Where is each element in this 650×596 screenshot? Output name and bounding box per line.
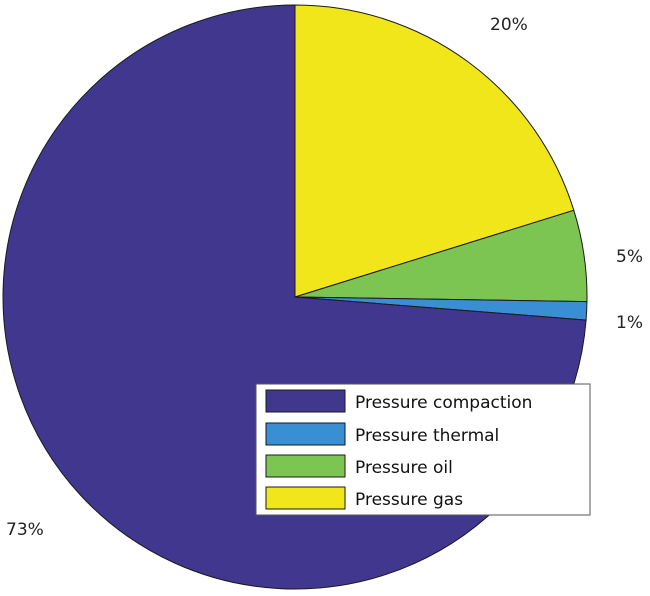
pie-slice-gas	[294, 4, 575, 298]
percent-label-thermal: 1%	[616, 313, 643, 333]
legend-item-compaction: Pressure compaction	[265, 389, 532, 413]
legend-label-oil: Pressure oil	[355, 458, 453, 478]
percent-label-compaction: 73%	[6, 520, 44, 540]
legend: Pressure compaction Pressure thermal Pre…	[255, 383, 591, 516]
legend-swatch-gas	[265, 486, 346, 510]
percent-label-gas: 20%	[490, 15, 528, 35]
percent-label-oil: 5%	[616, 247, 643, 267]
legend-label-thermal: Pressure thermal	[355, 426, 499, 446]
legend-swatch-oil	[265, 454, 346, 478]
percent-labels: 73% 1% 5% 20%	[6, 15, 643, 540]
legend-item-oil: Pressure oil	[265, 454, 453, 478]
legend-swatch-thermal	[265, 422, 346, 446]
legend-item-thermal: Pressure thermal	[265, 422, 499, 446]
legend-label-gas: Pressure gas	[355, 490, 463, 510]
legend-swatch-compaction	[265, 389, 346, 413]
legend-item-gas: Pressure gas	[265, 486, 463, 510]
legend-label-compaction: Pressure compaction	[355, 393, 532, 413]
